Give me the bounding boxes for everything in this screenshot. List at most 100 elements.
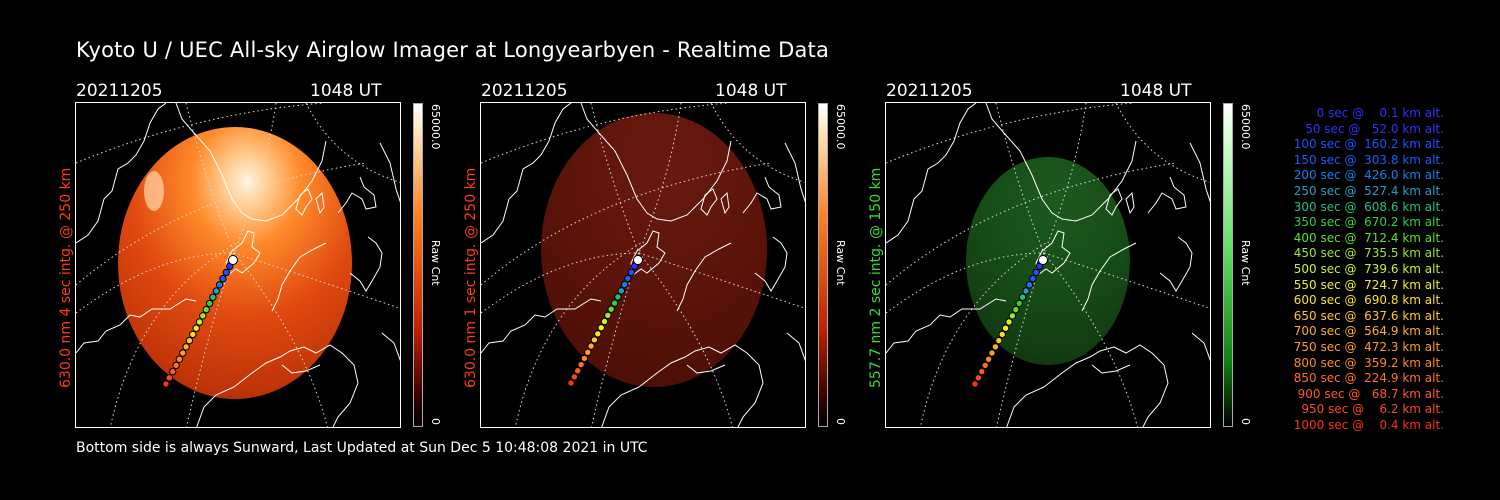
- trajectory-point: [195, 318, 204, 326]
- colorbar-max-label: 65000.0: [429, 104, 442, 150]
- legend-row: 800 sec @ 359.2 km alt.: [1289, 355, 1444, 370]
- colorbar-max-label: 65000.0: [1239, 104, 1252, 150]
- coastline: [1081, 242, 1137, 312]
- coastline: [379, 142, 400, 203]
- grid-line: [638, 252, 733, 427]
- coastline: [76, 103, 167, 244]
- trajectory-point: [567, 379, 575, 387]
- trajectory-point: [614, 293, 622, 301]
- grid-line: [76, 252, 235, 314]
- colorbar: [818, 103, 828, 427]
- legend-row: 450 sec @ 735.5 km alt.: [1289, 246, 1444, 261]
- legend-row: 300 sec @ 608.6 km alt.: [1289, 199, 1444, 214]
- coastline: [337, 176, 377, 214]
- trajectory-point: [620, 280, 629, 289]
- coastline: [580, 103, 732, 222]
- grid-line: [481, 162, 772, 286]
- island-outline: [700, 188, 718, 216]
- coastline: [886, 103, 977, 244]
- allsky-map: [76, 103, 400, 427]
- legend-row: 950 sec @ 6.2 km alt.: [1297, 402, 1444, 417]
- colorbar: [413, 103, 423, 427]
- legend-row: 0 sec @ 0.1 km alt.: [1305, 106, 1444, 120]
- page-title: Kyoto U / UEC All-sky Airglow Imager at …: [76, 38, 830, 62]
- trajectory-point: [212, 287, 221, 295]
- trajectory-point: [172, 361, 180, 370]
- coastline: [886, 298, 1007, 354]
- coastline: [281, 364, 321, 374]
- colorbar-min-label: 0: [429, 418, 442, 425]
- trajectory-point: [587, 342, 595, 350]
- trajectory-point: [584, 348, 592, 357]
- legend-row: 650 sec @ 637.6 km alt.: [1289, 308, 1444, 323]
- trajectory-point: [222, 268, 231, 277]
- allsky-map: [886, 103, 1210, 427]
- footer-note: Bottom side is always Sunward, Last Upda…: [76, 440, 648, 456]
- panel-time: 1048 UT: [1120, 81, 1192, 101]
- coastline: [754, 236, 788, 292]
- trajectory-point: [182, 343, 190, 351]
- trajectory-point: [1015, 299, 1023, 308]
- trajectory-point: [991, 343, 1000, 351]
- panel-time: 1048 UT: [310, 81, 382, 101]
- panel-date: 20211205: [76, 81, 163, 101]
- coastline: [271, 242, 327, 312]
- trajectory-point: [228, 255, 238, 265]
- trajectory-point: [988, 349, 996, 357]
- trajectory-point: [1001, 324, 1010, 332]
- legend-row: 100 sec @ 160.2 km alt.: [1289, 137, 1444, 152]
- allsky-image: [480, 102, 806, 428]
- trajectory-point: [984, 355, 993, 363]
- grid-line: [886, 103, 1135, 164]
- colorbar-min-label: 0: [834, 418, 847, 425]
- trajectory-point: [998, 330, 1006, 339]
- legend-row: 1000 sec @ 0.4 km alt.: [1293, 417, 1444, 432]
- trajectory-point: [199, 312, 207, 320]
- grid-line: [886, 252, 1045, 314]
- trajectory-point: [995, 336, 1003, 345]
- trajectory-point: [1029, 274, 1037, 283]
- coastline: [1006, 344, 1169, 427]
- coastline: [481, 298, 602, 354]
- trajectory-point: [202, 305, 210, 314]
- island-outline: [720, 191, 730, 215]
- coastline: [1191, 332, 1210, 361]
- grid-line: [995, 103, 1045, 254]
- trajectory-point: [1018, 293, 1027, 301]
- grid-line: [185, 103, 235, 254]
- trajectory-point: [633, 255, 643, 265]
- coastline: [481, 103, 572, 244]
- trajectory-point: [981, 361, 989, 370]
- coastline: [786, 332, 805, 361]
- trajectory-point: [1022, 287, 1030, 295]
- island-outline: [1125, 191, 1135, 215]
- trajectory-point: [974, 374, 983, 382]
- legend-row: 250 sec @ 527.4 km alt.: [1289, 183, 1444, 198]
- grid-line: [1043, 252, 1138, 427]
- colorbar: [1223, 103, 1233, 427]
- grid-line: [305, 103, 400, 183]
- airglow-image: [541, 113, 767, 387]
- panel-date: 20211205: [886, 81, 973, 101]
- trajectory-legend: 0 sec @ 0.1 km alt. 50 sec @ 52.0 km alt…: [1262, 106, 1444, 433]
- trajectory-point: [610, 299, 619, 307]
- grid-line: [919, 242, 1047, 427]
- grid-line: [109, 242, 237, 427]
- legend-row: 600 sec @ 690.8 km alt.: [1289, 293, 1444, 308]
- coastline: [601, 344, 764, 427]
- trajectory-point: [580, 354, 589, 363]
- trajectory-point: [205, 299, 214, 308]
- trajectory-point: [607, 305, 615, 313]
- trajectory-point: [219, 274, 227, 283]
- trajectory-point: [624, 274, 632, 283]
- legend-row: 400 sec @ 712.4 km alt.: [1289, 230, 1444, 245]
- legend-row: 150 sec @ 303.8 km alt.: [1289, 152, 1444, 167]
- grid-line: [1115, 103, 1210, 183]
- grid-line: [233, 252, 328, 427]
- colorbar-unit-label: Raw Cnt: [1239, 240, 1252, 286]
- legend-row: 50 sec @ 52.0 km alt.: [1297, 121, 1444, 136]
- bright-patch: [144, 171, 164, 211]
- grid-line: [886, 162, 1177, 286]
- trajectory-point: [577, 360, 585, 369]
- allsky-image: [885, 102, 1211, 428]
